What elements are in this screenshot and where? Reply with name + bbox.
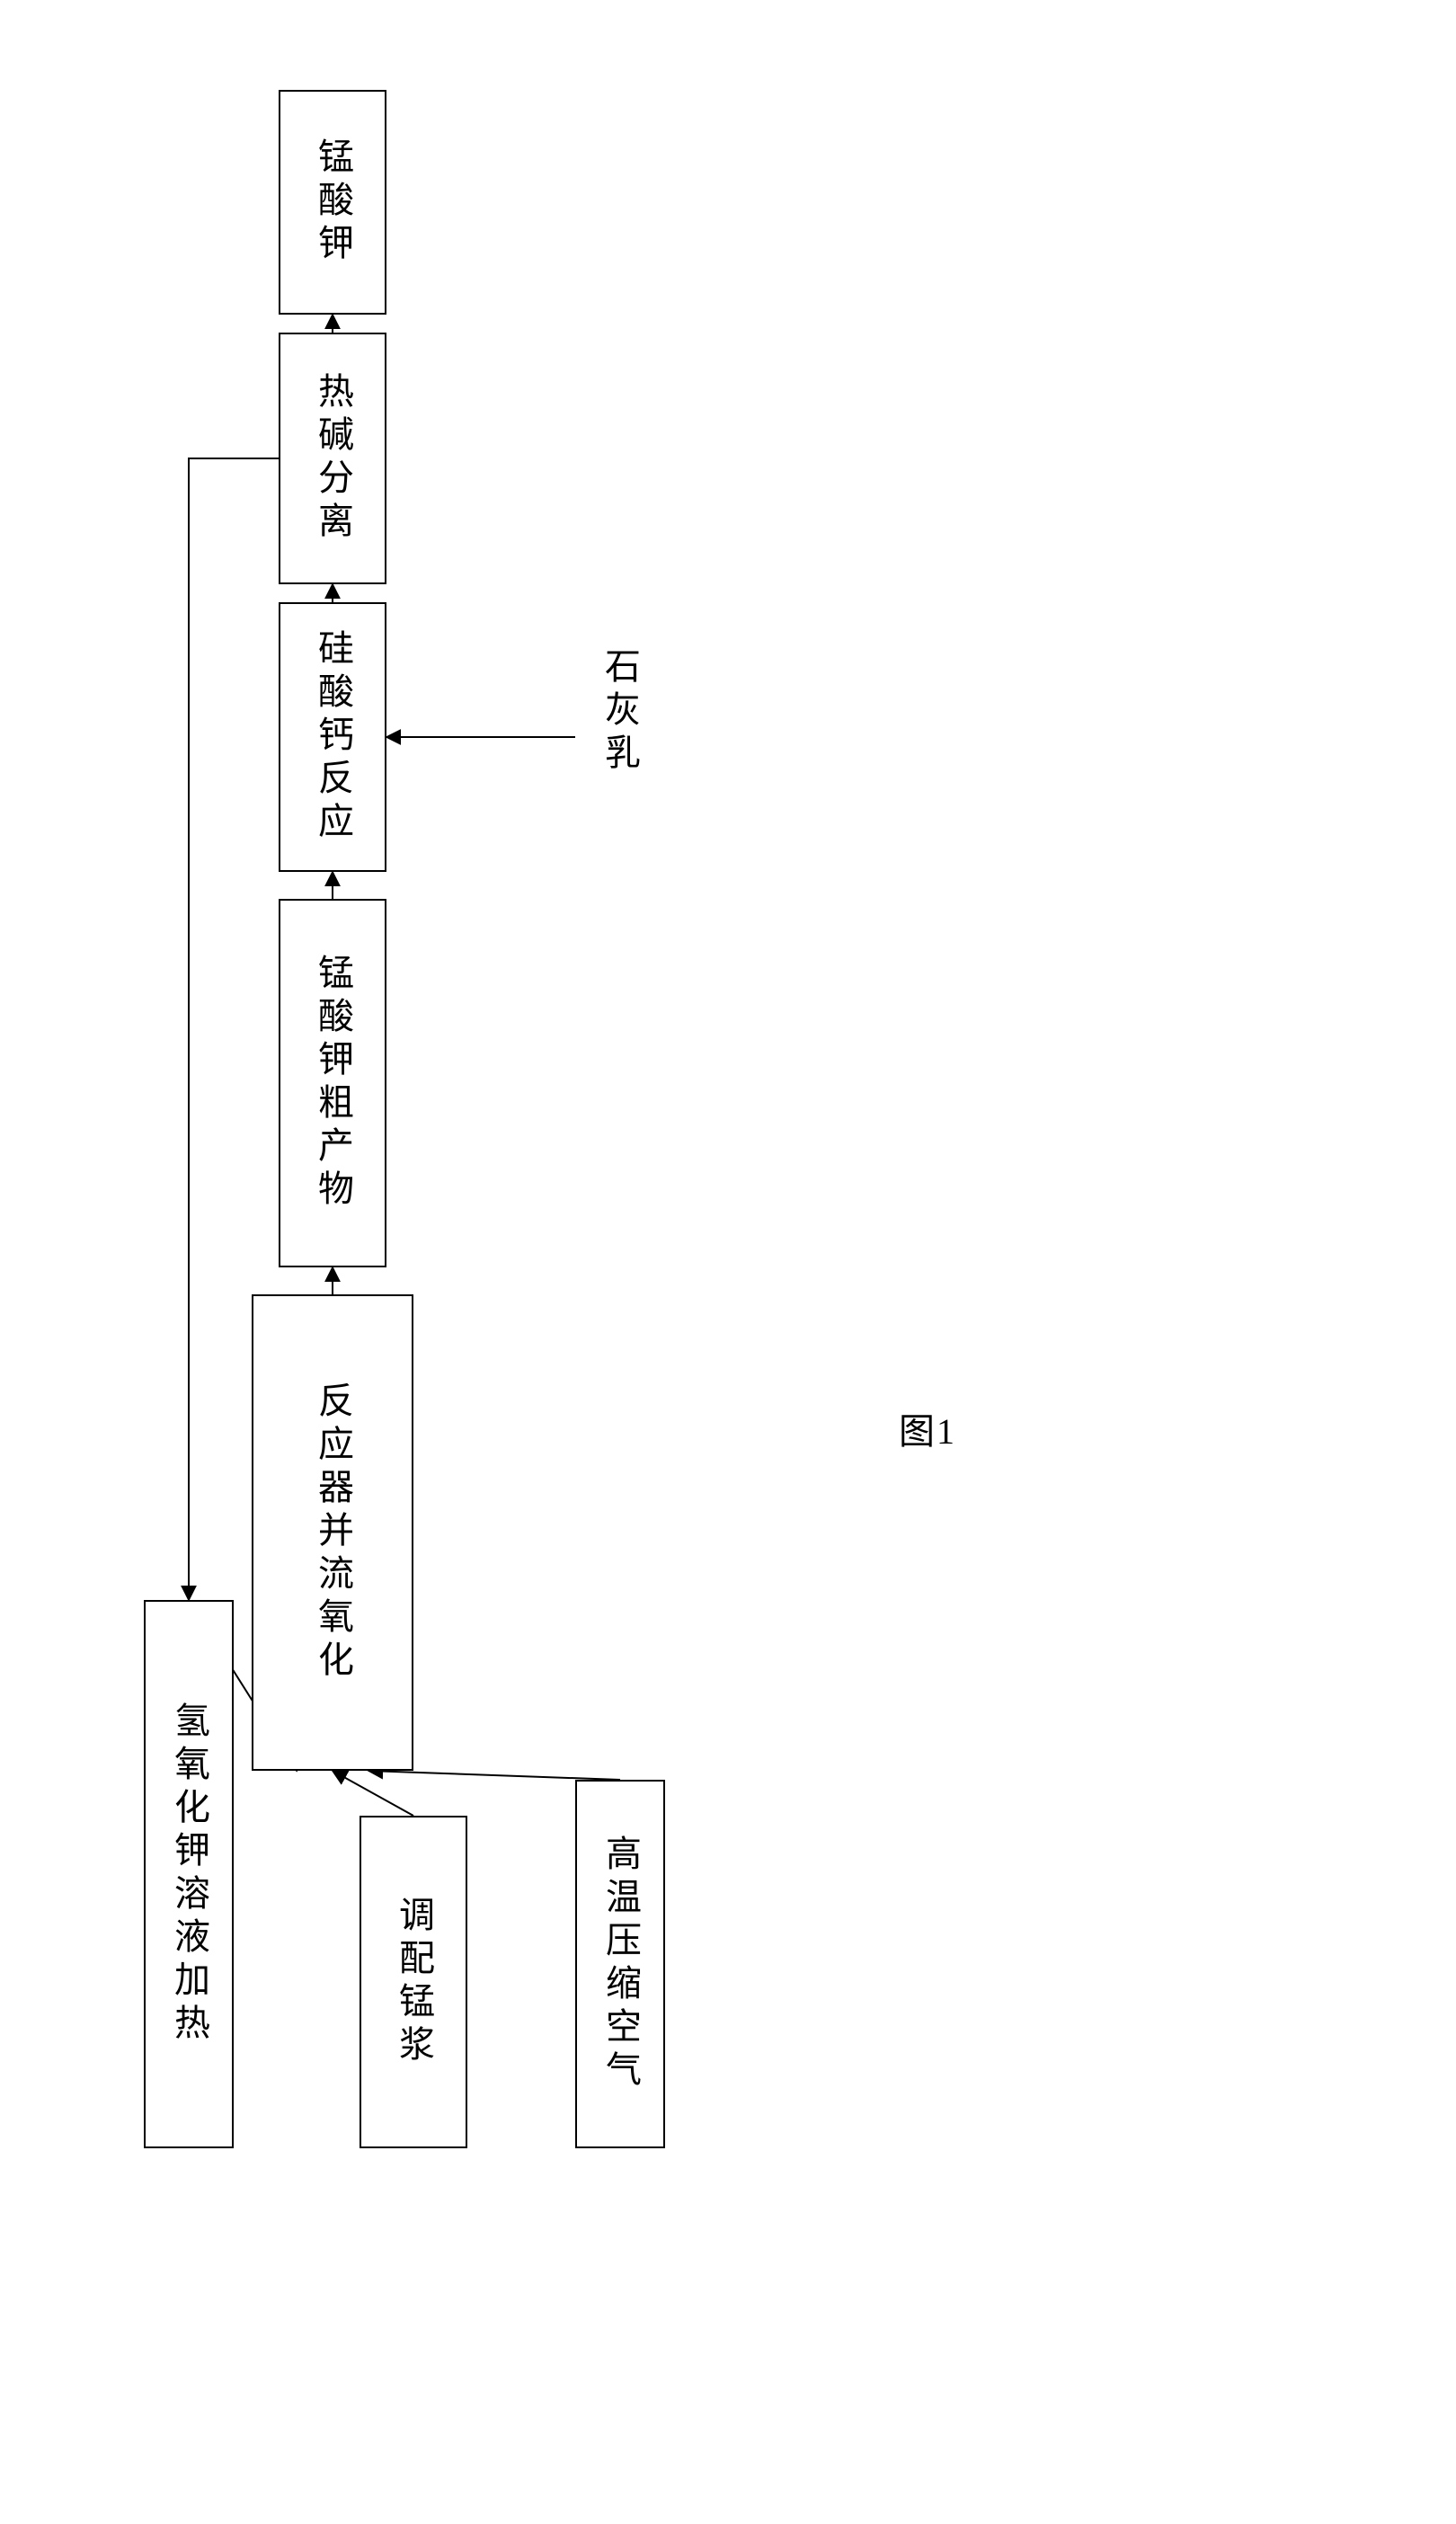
lime-input-label: 石灰乳 <box>593 647 645 777</box>
node-casi_rxn: 硅酸钙反应 <box>279 602 386 872</box>
node-koh_heat: 氢氧化钾溶液加热 <box>144 1600 234 2148</box>
node-mn_slurry: 调配锰浆 <box>360 1816 467 2148</box>
node-label: 高温压缩空气 <box>594 1835 646 2093</box>
flow-arrow <box>368 1771 620 1780</box>
node-label: 热碱分离 <box>306 372 359 545</box>
node-hot_alkali: 热碱分离 <box>279 333 386 584</box>
node-product: 锰酸钾 <box>279 90 386 315</box>
node-label: 硅酸钙反应 <box>306 629 359 845</box>
node-label: 锰酸钾粗产物 <box>306 954 359 1213</box>
node-label: 锰酸钾 <box>306 138 359 267</box>
figure-caption: 图1 <box>899 1402 956 1454</box>
node-reactor: 反应器并流氧化 <box>252 1294 413 1771</box>
node-label: 调配锰浆 <box>387 1896 439 2068</box>
node-label: 氢氧化钾溶液加热 <box>163 1702 215 2047</box>
flow-arrow <box>333 1771 413 1816</box>
node-hot_air: 高温压缩空气 <box>575 1780 665 2148</box>
node-label: 反应器并流氧化 <box>306 1382 359 1684</box>
node-crude: 锰酸钾粗产物 <box>279 899 386 1267</box>
